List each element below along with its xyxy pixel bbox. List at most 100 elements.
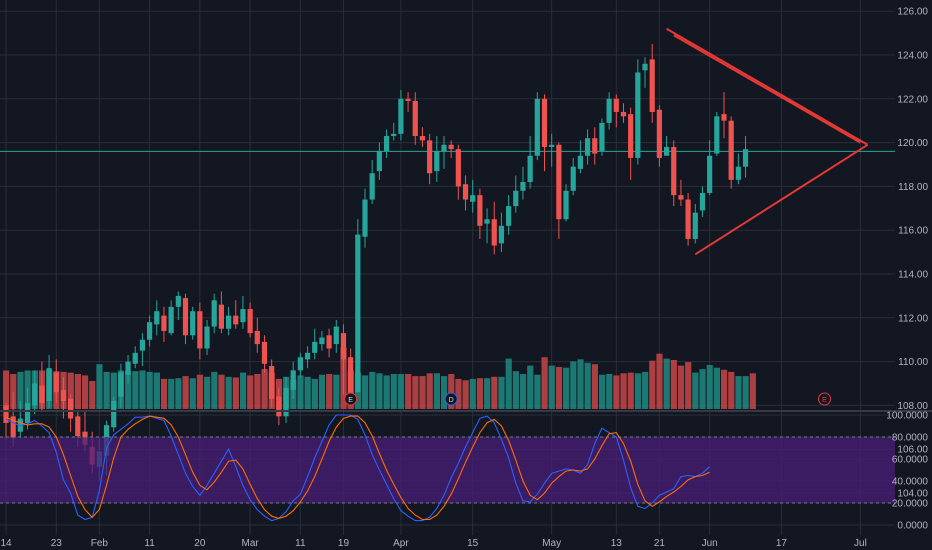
candle-body	[190, 311, 196, 336]
volume-bar	[3, 370, 10, 409]
volume-bar	[175, 378, 182, 409]
candle-body	[570, 166, 576, 191]
time-tick-label: 21	[654, 538, 666, 549]
candle-body	[470, 195, 476, 202]
candle-body	[269, 365, 275, 399]
triangle-lower-line[interactable]	[694, 143, 869, 256]
price-axis[interactable]: 126.00 124.00 122.00 120.00 118.00 116.00 114.…	[897, 7, 928, 500]
candle-body	[290, 370, 296, 391]
time-tick-label: 15	[467, 538, 479, 549]
stochastic-tick-label: 40.0000	[892, 477, 929, 488]
triangle-upper-line[interactable]	[666, 27, 869, 146]
candle-body	[635, 72, 641, 158]
time-tick-label: Apr	[393, 538, 409, 549]
stochastic-tick-label: 0.0000	[897, 521, 928, 532]
candle-body	[620, 111, 627, 117]
candle-body	[527, 155, 533, 183]
volume-bar	[613, 375, 620, 409]
candle-body	[161, 315, 167, 331]
candle-body	[17, 418, 23, 432]
candle-body	[613, 98, 619, 112]
time-tick-label: Jun	[702, 538, 718, 549]
volume-bar	[110, 372, 117, 409]
dividend-marker[interactable]	[444, 392, 458, 406]
price-tick-label: 126.00	[897, 7, 928, 18]
candle-body	[455, 149, 461, 187]
triangle-pattern-drawing[interactable]	[666, 27, 869, 256]
candle-body	[139, 339, 146, 351]
volume-bar	[742, 376, 749, 409]
candle-body	[247, 309, 253, 334]
candle-body	[742, 149, 749, 167]
volume-bar	[598, 374, 606, 409]
volume-bar	[297, 375, 304, 409]
candle-body	[376, 151, 382, 172]
volume-bar	[96, 364, 103, 409]
time-tick-label: 17	[776, 538, 788, 549]
volume-bar	[469, 378, 476, 409]
candle-body	[606, 98, 612, 123]
volume-bar	[484, 378, 491, 409]
candle-body	[427, 140, 433, 174]
volume-bar	[376, 373, 383, 409]
volume-bar	[362, 375, 369, 409]
candle-body	[369, 173, 375, 200]
volume-bar	[440, 376, 448, 409]
candle-body	[168, 306, 174, 334]
volume-bar	[570, 361, 577, 409]
volume-bar	[606, 374, 613, 409]
candle-body	[68, 398, 74, 419]
earnings-marker[interactable]	[344, 392, 358, 406]
candle-body	[60, 390, 67, 402]
time-tick-label: 13	[611, 538, 623, 549]
candle-body	[513, 190, 519, 207]
candle-body	[154, 311, 160, 325]
time-tick-label: 23	[51, 538, 63, 549]
volume-bar	[735, 376, 742, 409]
volume-bar	[67, 372, 74, 409]
volume-bar	[577, 359, 584, 409]
volume-bar	[591, 364, 598, 409]
earnings-marker[interactable]	[818, 392, 832, 406]
volume-bar	[620, 373, 627, 409]
stochastic-d-line	[5, 415, 710, 521]
time-axis[interactable]: 14 23 Feb 11 20 Mar 11 19 Apr 15 May 13 21 Jun 17 Jul	[0, 538, 866, 549]
price-tick-label: 106.00	[897, 445, 928, 456]
candle-body	[441, 144, 447, 152]
triangle-upper-inner-line[interactable]	[673, 34, 861, 144]
candle-body	[520, 182, 526, 191]
volume-bar	[189, 378, 196, 409]
candle-body	[649, 59, 655, 112]
candle-body	[326, 335, 332, 349]
volume-bar	[397, 374, 405, 409]
volume-bar	[677, 365, 685, 409]
volume-bar	[333, 374, 340, 409]
volume-bar	[247, 375, 254, 409]
volume-bar	[218, 374, 225, 409]
time-tick-label: Mar	[242, 538, 260, 549]
candle-body	[182, 298, 189, 336]
volume-bar	[204, 376, 211, 409]
price-tick-label: 110.00	[898, 357, 928, 368]
candle-body	[362, 199, 368, 237]
volume-bar	[728, 371, 735, 409]
candle-body	[204, 326, 210, 349]
candle-body	[118, 372, 124, 397]
stochastic-axis[interactable]: 100.0000 80.0000 60.0000 40.0000 20.0000 0.00…	[886, 411, 928, 532]
candle-body	[735, 166, 741, 180]
candle-body	[297, 357, 303, 371]
price-tick-label: 108.00	[897, 401, 928, 412]
candle-body	[53, 372, 59, 393]
volume-bar	[81, 375, 89, 409]
volume-bar	[139, 370, 146, 409]
volume-bar	[412, 376, 419, 409]
volume-bar	[706, 364, 713, 409]
volume-bar	[426, 373, 433, 409]
volume-bar	[125, 371, 132, 409]
volume-bar	[634, 373, 642, 409]
candle-body	[556, 144, 562, 220]
candle-body	[398, 98, 404, 134]
candle-body	[333, 326, 339, 345]
volume-bar	[491, 376, 498, 409]
